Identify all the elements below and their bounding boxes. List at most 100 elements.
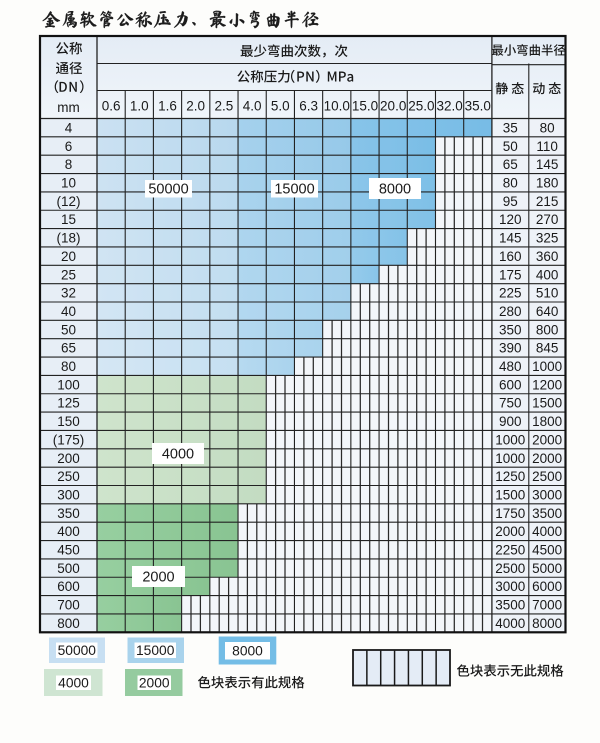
svg-text:20.0: 20.0	[380, 98, 406, 113]
svg-text:32.0: 32.0	[436, 98, 462, 113]
svg-text:3500: 3500	[532, 506, 562, 521]
svg-text:(175): (175)	[53, 432, 85, 447]
svg-text:2500: 2500	[532, 469, 562, 484]
svg-text:5.0: 5.0	[271, 98, 290, 113]
svg-text:2.5: 2.5	[215, 98, 234, 113]
svg-text:80: 80	[503, 176, 518, 191]
svg-text:95: 95	[503, 194, 518, 209]
svg-text:4.0: 4.0	[243, 98, 262, 113]
svg-text:2000: 2000	[532, 432, 562, 447]
svg-text:3000: 3000	[495, 579, 525, 594]
svg-text:1.0: 1.0	[130, 98, 149, 113]
svg-text:400: 400	[57, 524, 80, 539]
svg-text:1000: 1000	[495, 432, 525, 447]
svg-text:0.6: 0.6	[102, 98, 121, 113]
svg-text:50000: 50000	[58, 643, 97, 658]
svg-text:15: 15	[61, 212, 76, 227]
svg-text:400: 400	[536, 267, 559, 282]
svg-text:750: 750	[499, 396, 522, 411]
svg-text:8000: 8000	[379, 181, 411, 197]
svg-text:6.3: 6.3	[299, 98, 318, 113]
svg-text:7000: 7000	[532, 598, 562, 613]
svg-text:4: 4	[65, 121, 73, 136]
svg-text:480: 480	[499, 359, 522, 374]
svg-text:4000: 4000	[495, 616, 525, 631]
svg-text:35: 35	[503, 121, 518, 136]
svg-text:270: 270	[536, 212, 559, 227]
svg-text:2500: 2500	[495, 561, 525, 576]
svg-text:6: 6	[65, 139, 73, 154]
svg-text:15000: 15000	[274, 182, 314, 198]
svg-text:1250: 1250	[495, 469, 525, 484]
svg-text:25: 25	[61, 267, 76, 282]
svg-text:2000: 2000	[139, 676, 170, 691]
svg-text:4000: 4000	[532, 524, 562, 539]
svg-text:3000: 3000	[532, 488, 562, 503]
svg-text:450: 450	[57, 543, 80, 558]
svg-text:50: 50	[503, 139, 518, 154]
svg-text:25.0: 25.0	[408, 98, 434, 113]
svg-text:8: 8	[65, 157, 73, 172]
svg-text:1.6: 1.6	[158, 98, 177, 113]
svg-text:500: 500	[57, 561, 80, 576]
svg-text:2000: 2000	[532, 451, 562, 466]
svg-text:1500: 1500	[495, 488, 525, 503]
svg-text:300: 300	[57, 488, 80, 503]
svg-text:15000: 15000	[136, 643, 175, 658]
svg-text:1000: 1000	[495, 451, 525, 466]
svg-text:80: 80	[540, 121, 555, 136]
svg-text:50000: 50000	[148, 182, 188, 198]
svg-text:50: 50	[61, 322, 76, 337]
svg-text:65: 65	[503, 157, 518, 172]
svg-text:mm: mm	[57, 100, 80, 115]
svg-text:150: 150	[57, 414, 80, 429]
svg-text:32: 32	[61, 286, 76, 301]
svg-text:510: 510	[536, 286, 559, 301]
svg-text:8000: 8000	[532, 616, 562, 631]
svg-text:350: 350	[57, 506, 80, 521]
svg-text:145: 145	[536, 157, 559, 172]
svg-text:125: 125	[57, 396, 80, 411]
svg-text:2.0: 2.0	[186, 98, 205, 113]
svg-text:1000: 1000	[532, 359, 562, 374]
svg-text:2000: 2000	[495, 524, 525, 539]
svg-text:40: 40	[61, 304, 76, 319]
svg-text:15.0: 15.0	[352, 98, 378, 113]
svg-text:4000: 4000	[162, 446, 194, 462]
svg-text:2250: 2250	[495, 543, 525, 558]
svg-text:160: 160	[499, 249, 522, 264]
svg-text:145: 145	[499, 231, 522, 246]
svg-text:390: 390	[499, 341, 522, 356]
svg-text:1750: 1750	[495, 506, 525, 521]
svg-text:800: 800	[57, 616, 80, 631]
svg-text:2000: 2000	[142, 569, 174, 585]
svg-text:640: 640	[536, 304, 559, 319]
svg-text:65: 65	[61, 341, 76, 356]
svg-text:(12): (12)	[56, 194, 80, 209]
svg-text:4500: 4500	[532, 543, 562, 558]
svg-text:110: 110	[536, 139, 558, 154]
svg-text:225: 225	[499, 286, 522, 301]
svg-text:700: 700	[57, 598, 80, 613]
svg-text:600: 600	[499, 377, 522, 392]
svg-text:600: 600	[57, 579, 80, 594]
svg-text:845: 845	[536, 341, 559, 356]
svg-text:180: 180	[536, 176, 559, 191]
svg-text:20: 20	[61, 249, 76, 264]
svg-text:280: 280	[499, 304, 522, 319]
svg-text:325: 325	[536, 231, 559, 246]
svg-text:120: 120	[499, 212, 522, 227]
svg-text:(18): (18)	[56, 231, 80, 246]
svg-text:3500: 3500	[495, 598, 525, 613]
svg-text:1800: 1800	[532, 414, 562, 429]
svg-text:80: 80	[61, 359, 76, 374]
svg-text:200: 200	[57, 451, 80, 466]
svg-text:100: 100	[57, 377, 80, 392]
svg-text:4000: 4000	[58, 676, 89, 691]
svg-text:175: 175	[499, 267, 522, 282]
svg-text:900: 900	[499, 414, 522, 429]
svg-text:10: 10	[61, 176, 76, 191]
svg-text:1200: 1200	[532, 377, 562, 392]
svg-text:8000: 8000	[232, 644, 263, 659]
svg-text:6000: 6000	[532, 579, 562, 594]
